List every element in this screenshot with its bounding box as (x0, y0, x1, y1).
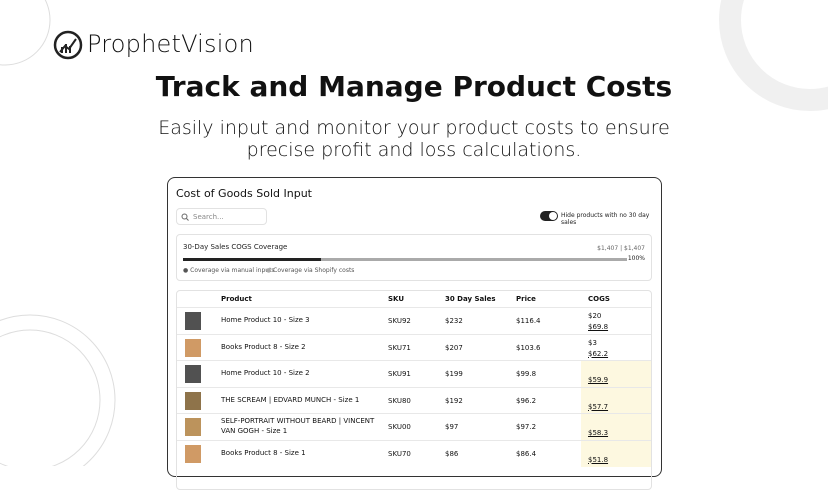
sales: $86 (445, 449, 459, 458)
search-placeholder: Search... (193, 213, 224, 221)
cogs-input: $3 (588, 338, 597, 347)
cogs: $59.9 (588, 376, 609, 384)
subheadline: precise profit and loss calculations. (246, 139, 582, 161)
legend-item: ● Coverage via manual inputs (183, 267, 275, 274)
header-row: Product SKU 30 Day Sales Price COGS (177, 291, 651, 307)
table-row: SELF-PORTRAIT WITHOUT BEARD | VINCENT VA… (177, 413, 651, 440)
table-row: Home Product 10 - Size 3 SKU92 $232 $116.4 $… (177, 307, 651, 334)
cogs: $57.7 (588, 402, 609, 411)
column-header: COGS (588, 295, 610, 303)
column-header: SKU (388, 295, 405, 303)
card: Cost of Goods Sold Input Search... Hide … (167, 177, 662, 490)
thumbnail (185, 444, 201, 463)
headline: Track and Manage Product Costs (155, 70, 673, 103)
price: $116.4 (516, 317, 541, 325)
sales: $192 (445, 396, 463, 405)
price: $97.2 (516, 423, 537, 431)
sku: SKU00 (388, 423, 411, 431)
coverage-amount: $1,407 | $1,407 (597, 245, 645, 252)
cogs-highlight (581, 361, 651, 387)
toggle-label: Hide products with no 30 day sales (561, 212, 650, 226)
cogs: $51.8 (588, 455, 609, 464)
product-name: Books Product 8 - Size 2 (221, 342, 306, 351)
coverage-box: 30-Day Sales COGS Coverage $1,407 | $1,4… (176, 234, 652, 281)
cogs-highlight (581, 440, 651, 467)
table-row: THE SCREAM | EDVARD MUNCH - Size 1 SKU80 $… (177, 386, 651, 414)
cogs-highlight (581, 414, 651, 440)
sku: SKU92 (388, 317, 411, 325)
thumbnail (185, 391, 201, 410)
legend-label: Coverage via Shopify costs (273, 267, 355, 274)
sales: $199 (445, 370, 463, 378)
product-name: THE SCREAM | EDVARD MUNCH - Size 1 (221, 395, 360, 404)
thumbnail (185, 418, 201, 436)
coverage-percent: 100% (627, 255, 645, 262)
legend-item: ● Coverage via Shopify costs (266, 267, 355, 274)
table-row: Books Product 8 - Size 2 SKU71 $207 $103.6 $… (177, 333, 651, 361)
column-header: Price (516, 295, 536, 303)
coverage-bar (183, 258, 627, 261)
sku: SKU80 (388, 396, 411, 405)
cogs: $58.3 (588, 429, 609, 437)
search-icon (181, 213, 189, 221)
thumbnail (185, 312, 201, 330)
price: $99.8 (516, 370, 537, 378)
toggle[interactable] (540, 211, 558, 221)
table-row: Books Product 8 - Size 1 SKU70 $86 $86.4 $51… (177, 439, 651, 467)
cogs: $62.2 (588, 349, 609, 358)
price: $103.6 (516, 343, 541, 352)
decor (0, 0, 828, 466)
legend-label: Coverage via manual inputs (190, 267, 275, 274)
sales: $207 (445, 343, 463, 352)
sku: SKU71 (388, 343, 411, 352)
card-title: Cost of Goods Sold Input (176, 187, 312, 200)
price: $96.2 (516, 396, 537, 405)
table: Product SKU 30 Day Sales Price COGS Home Pro… (176, 290, 652, 490)
cogs: $69.8 (588, 323, 609, 331)
product-name: Home Product 10 - Size 2 (221, 369, 310, 378)
search-box[interactable]: Search... (176, 208, 267, 225)
product-name: Home Product 10 - Size 3 (221, 316, 310, 325)
product-name: Books Product 8 - Size 1 (221, 448, 306, 457)
column-header: Product (221, 295, 252, 303)
price: $86.4 (516, 449, 537, 458)
sku: SKU70 (388, 449, 411, 458)
cogs-highlight (581, 387, 651, 414)
table-row: Home Product 10 - Size 2 SKU91 $199 $99.8 $5… (177, 360, 651, 387)
sku: SKU91 (388, 370, 411, 378)
thumbnail (185, 365, 201, 383)
sales: $97 (445, 423, 459, 431)
thumbnail (185, 338, 201, 357)
brand: ProphetVision (87, 30, 254, 58)
column-header: 30 Day Sales (445, 295, 496, 303)
cogs-input: $20 (588, 312, 602, 320)
sales: $232 (445, 317, 463, 325)
product-name: SELF-PORTRAIT WITHOUT BEARD | VINCENT VA… (221, 417, 375, 435)
subheadline: Easily input and monitor your product co… (158, 117, 670, 139)
coverage-title: 30-Day Sales COGS Coverage (183, 243, 288, 251)
